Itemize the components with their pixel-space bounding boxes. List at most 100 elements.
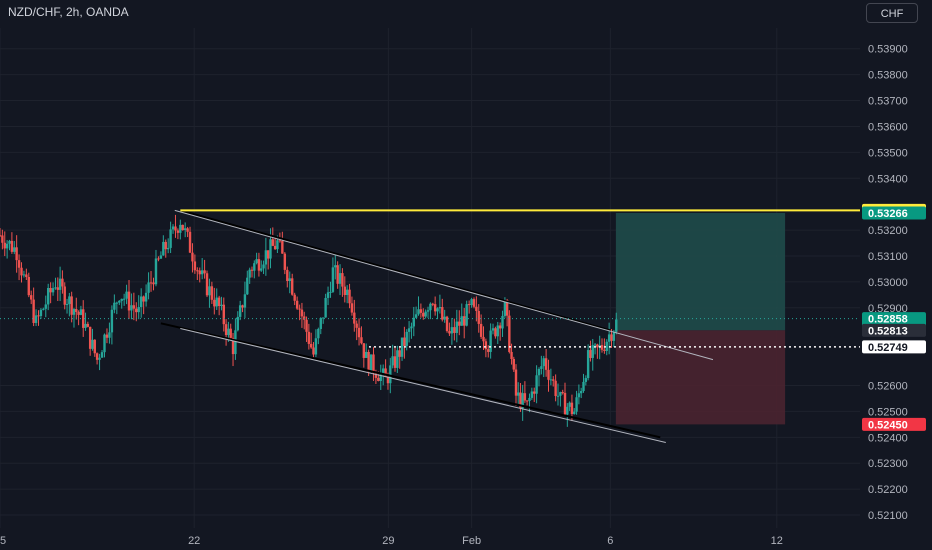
candle-body: [266, 250, 270, 259]
candle-body: [573, 411, 576, 415]
candle-body: [54, 287, 57, 289]
candle-body: [460, 316, 463, 326]
candle-body: [367, 351, 370, 373]
candle-body: [467, 304, 471, 306]
price-tag: 0.52749: [862, 340, 926, 354]
y-tick-label: 0.52500: [868, 406, 908, 418]
candle-body: [465, 304, 468, 326]
x-tick-label: Feb: [462, 535, 481, 547]
candle-body: [498, 325, 502, 329]
candle-body: [312, 347, 315, 355]
y-tick-label: 0.53500: [868, 147, 908, 159]
candle-body: [426, 310, 430, 312]
candle-body: [72, 309, 76, 315]
price-tag: 0.52450: [862, 417, 926, 431]
y-tick-label: 0.52400: [868, 432, 908, 444]
candle-body: [164, 241, 167, 250]
candle-body: [472, 299, 476, 307]
candle-body: [422, 312, 425, 317]
x-tick-label: 15: [0, 535, 6, 547]
candle-body: [135, 308, 138, 313]
candle-body: [487, 349, 490, 352]
candle-body: [13, 247, 16, 252]
lower-channel-line: [160, 322, 661, 439]
candle-body: [295, 300, 299, 309]
candle-body: [407, 328, 411, 332]
candle-body: [463, 316, 466, 326]
currency-button[interactable]: CHF: [866, 3, 918, 23]
y-tick-label: 0.53600: [868, 121, 908, 133]
candle-body: [25, 274, 28, 278]
candle-body: [1, 235, 4, 243]
candle-body: [523, 393, 527, 401]
candle-body: [183, 228, 187, 231]
candle-body: [429, 303, 432, 311]
candle-body: [262, 264, 265, 269]
candle-body: [448, 331, 451, 334]
candle-body: [61, 278, 64, 287]
y-tick-label: 0.53000: [868, 277, 908, 289]
candle-body: [584, 378, 588, 382]
candle-body: [5, 243, 9, 249]
candle-body: [291, 278, 294, 295]
candle-body: [412, 317, 415, 327]
candle-body: [105, 334, 109, 338]
candle-body: [3, 242, 6, 249]
candle-body: [122, 298, 126, 300]
candle-body: [554, 380, 557, 397]
candle-body: [364, 351, 368, 358]
candle-body: [32, 299, 35, 323]
candle-body: [577, 393, 581, 398]
candle-body: [505, 300, 509, 316]
candle-body: [453, 327, 456, 333]
candle-body: [398, 350, 401, 357]
candle-body: [566, 406, 569, 415]
candle-body: [508, 315, 511, 352]
candle-body: [377, 377, 380, 382]
candle-body: [49, 287, 52, 293]
y-tick-label: 0.53900: [868, 44, 908, 56]
candle-body: [559, 392, 562, 396]
candle-body: [203, 270, 206, 274]
candle-body: [137, 307, 140, 313]
candle-body: [475, 306, 478, 312]
candle-body: [477, 311, 480, 324]
candle-body: [273, 245, 277, 250]
upper-trend-line: [174, 209, 714, 361]
candle-body: [607, 334, 611, 342]
candle-body: [86, 323, 90, 327]
candle-body: [324, 297, 327, 318]
loss-zone: [615, 330, 786, 425]
candle-body: [458, 321, 461, 326]
candle-body: [496, 325, 499, 337]
profit-zone: [615, 212, 786, 331]
price-tag: 0.53266: [862, 206, 926, 220]
candle-body: [445, 316, 449, 332]
candle-body: [521, 393, 524, 409]
candle-body: [535, 375, 538, 394]
candle-body: [336, 265, 339, 284]
candle-body: [142, 296, 145, 302]
candle-body: [125, 291, 128, 299]
candle-body: [542, 358, 545, 367]
candle-body: [293, 294, 296, 301]
candle-body: [127, 291, 131, 311]
candle-body: [369, 354, 373, 373]
candle-body: [120, 298, 123, 301]
candle-body: [419, 309, 423, 313]
candle-body: [118, 300, 121, 303]
price-tag-bg: [862, 417, 926, 431]
candle-body: [298, 308, 301, 310]
candle-body: [234, 330, 237, 355]
candle-body: [417, 309, 420, 315]
candle-body: [345, 289, 349, 296]
x-tick-label: 29: [382, 535, 394, 547]
candle-body: [455, 321, 459, 333]
candle-body: [260, 268, 263, 271]
candle-body: [174, 226, 177, 231]
candle-body: [431, 303, 434, 305]
candle-body: [281, 240, 284, 254]
y-tick-label: 0.52600: [868, 381, 908, 393]
candle-body: [77, 311, 80, 315]
